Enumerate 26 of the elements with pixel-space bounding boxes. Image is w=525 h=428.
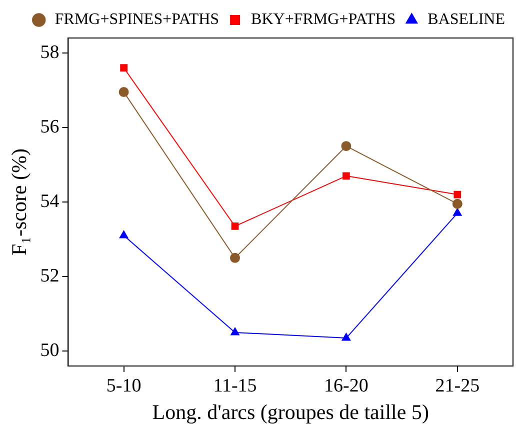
point xyxy=(120,64,128,72)
x-axis-title: Long. d'arcs (groupes de taille 5) xyxy=(152,400,429,424)
point xyxy=(119,230,128,238)
point xyxy=(341,141,352,152)
point xyxy=(453,208,462,216)
x-tick-label: 11-15 xyxy=(213,375,257,396)
y-tick-label: 54 xyxy=(40,190,60,212)
point xyxy=(230,252,240,263)
point xyxy=(342,333,351,341)
point xyxy=(452,198,462,209)
legend-label: BKY+FRMG+PATHS xyxy=(251,11,396,28)
y-tick-label: 58 xyxy=(40,42,60,63)
point xyxy=(342,172,350,180)
x-tick-label: 21-25 xyxy=(435,375,480,396)
y-tick-label: 52 xyxy=(40,266,60,287)
point xyxy=(230,327,240,336)
y-tick-label: 50 xyxy=(40,340,60,362)
x-tick-label: 5-10 xyxy=(106,375,142,396)
y-axis-title: F₁-score (%) xyxy=(7,148,32,256)
y-tick-label: 56 xyxy=(40,116,60,138)
point xyxy=(118,87,129,98)
x-tick-label: 16-20 xyxy=(324,375,368,396)
legend-label: BASELINE xyxy=(428,11,505,28)
point xyxy=(454,190,462,198)
point xyxy=(231,222,239,230)
legend-label: FRMG+SPINES+PATHS xyxy=(54,11,220,28)
